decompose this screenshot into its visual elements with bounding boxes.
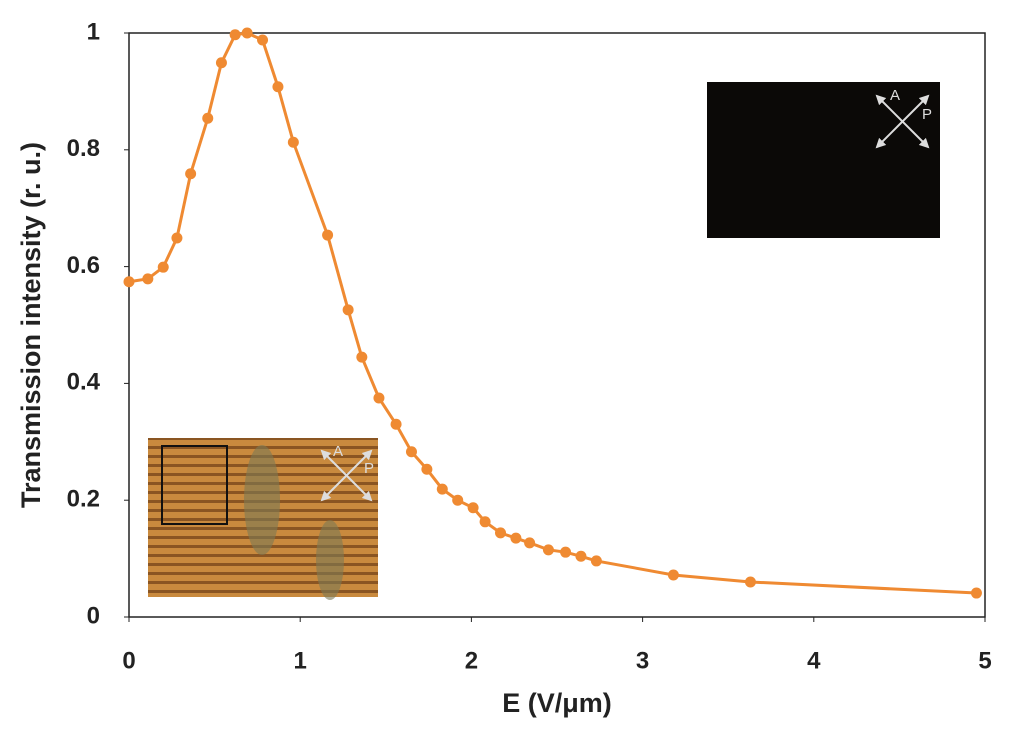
data-point [171, 232, 183, 244]
inset-frame [161, 445, 228, 525]
y-tick-label: 0.4 [67, 369, 101, 396]
data-point [970, 587, 982, 599]
data-point [272, 81, 284, 93]
inset-dark: A P [707, 82, 940, 238]
data-point [257, 34, 269, 46]
y-tick-label: 0.6 [67, 252, 100, 279]
data-point [185, 168, 197, 180]
data-point [495, 527, 507, 539]
data-point [744, 576, 756, 588]
inset-label: P [922, 106, 932, 123]
data-point [590, 555, 602, 567]
y-tick-label: 0.2 [67, 486, 100, 513]
data-point [390, 418, 402, 430]
inset-image [707, 82, 940, 238]
inset-textured: A P [148, 438, 378, 600]
x-tick-label: 5 [978, 647, 991, 674]
inset-texture [244, 445, 280, 555]
y-tick-label: 0 [87, 602, 100, 629]
data-point [667, 569, 679, 581]
data-point [405, 446, 417, 458]
inset-label: P [364, 460, 374, 477]
x-tick-label: 3 [636, 647, 649, 674]
analyzer-arrow [875, 94, 930, 149]
data-point [421, 463, 433, 475]
data-point [510, 532, 522, 544]
y-tick-label: 1 [87, 18, 100, 45]
data-point [575, 550, 587, 562]
data-point [542, 544, 554, 556]
y-tick-label: 0.8 [67, 135, 100, 162]
inset-label: A [890, 87, 900, 104]
data-point [560, 546, 572, 558]
inset-texture [316, 520, 344, 600]
data-point [524, 537, 536, 549]
y-axis-title: Transmission intensity (r. u.) [16, 142, 46, 508]
x-tick-label: 1 [294, 647, 307, 674]
x-tick-label: 0 [122, 647, 135, 674]
x-axis-title: E (V/μm) [502, 688, 612, 718]
data-point [287, 136, 299, 148]
data-point [467, 502, 479, 514]
data-point [229, 29, 241, 41]
data-point [202, 112, 214, 124]
data-point [342, 304, 354, 316]
data-point [215, 57, 227, 69]
data-point [142, 273, 154, 285]
plot-frame [128, 32, 986, 618]
data-point [436, 483, 448, 495]
analyzer-arrow [320, 449, 373, 502]
inset-label: A [333, 443, 343, 460]
data-point [479, 516, 491, 528]
data-point [241, 27, 253, 39]
data-point [356, 351, 368, 363]
data-point [157, 261, 169, 273]
data-point [322, 229, 334, 241]
data-point [452, 494, 464, 506]
data-point [373, 392, 385, 404]
x-tick-label: 2 [465, 647, 478, 674]
x-tick-label: 4 [807, 647, 821, 674]
data-point [123, 276, 135, 288]
